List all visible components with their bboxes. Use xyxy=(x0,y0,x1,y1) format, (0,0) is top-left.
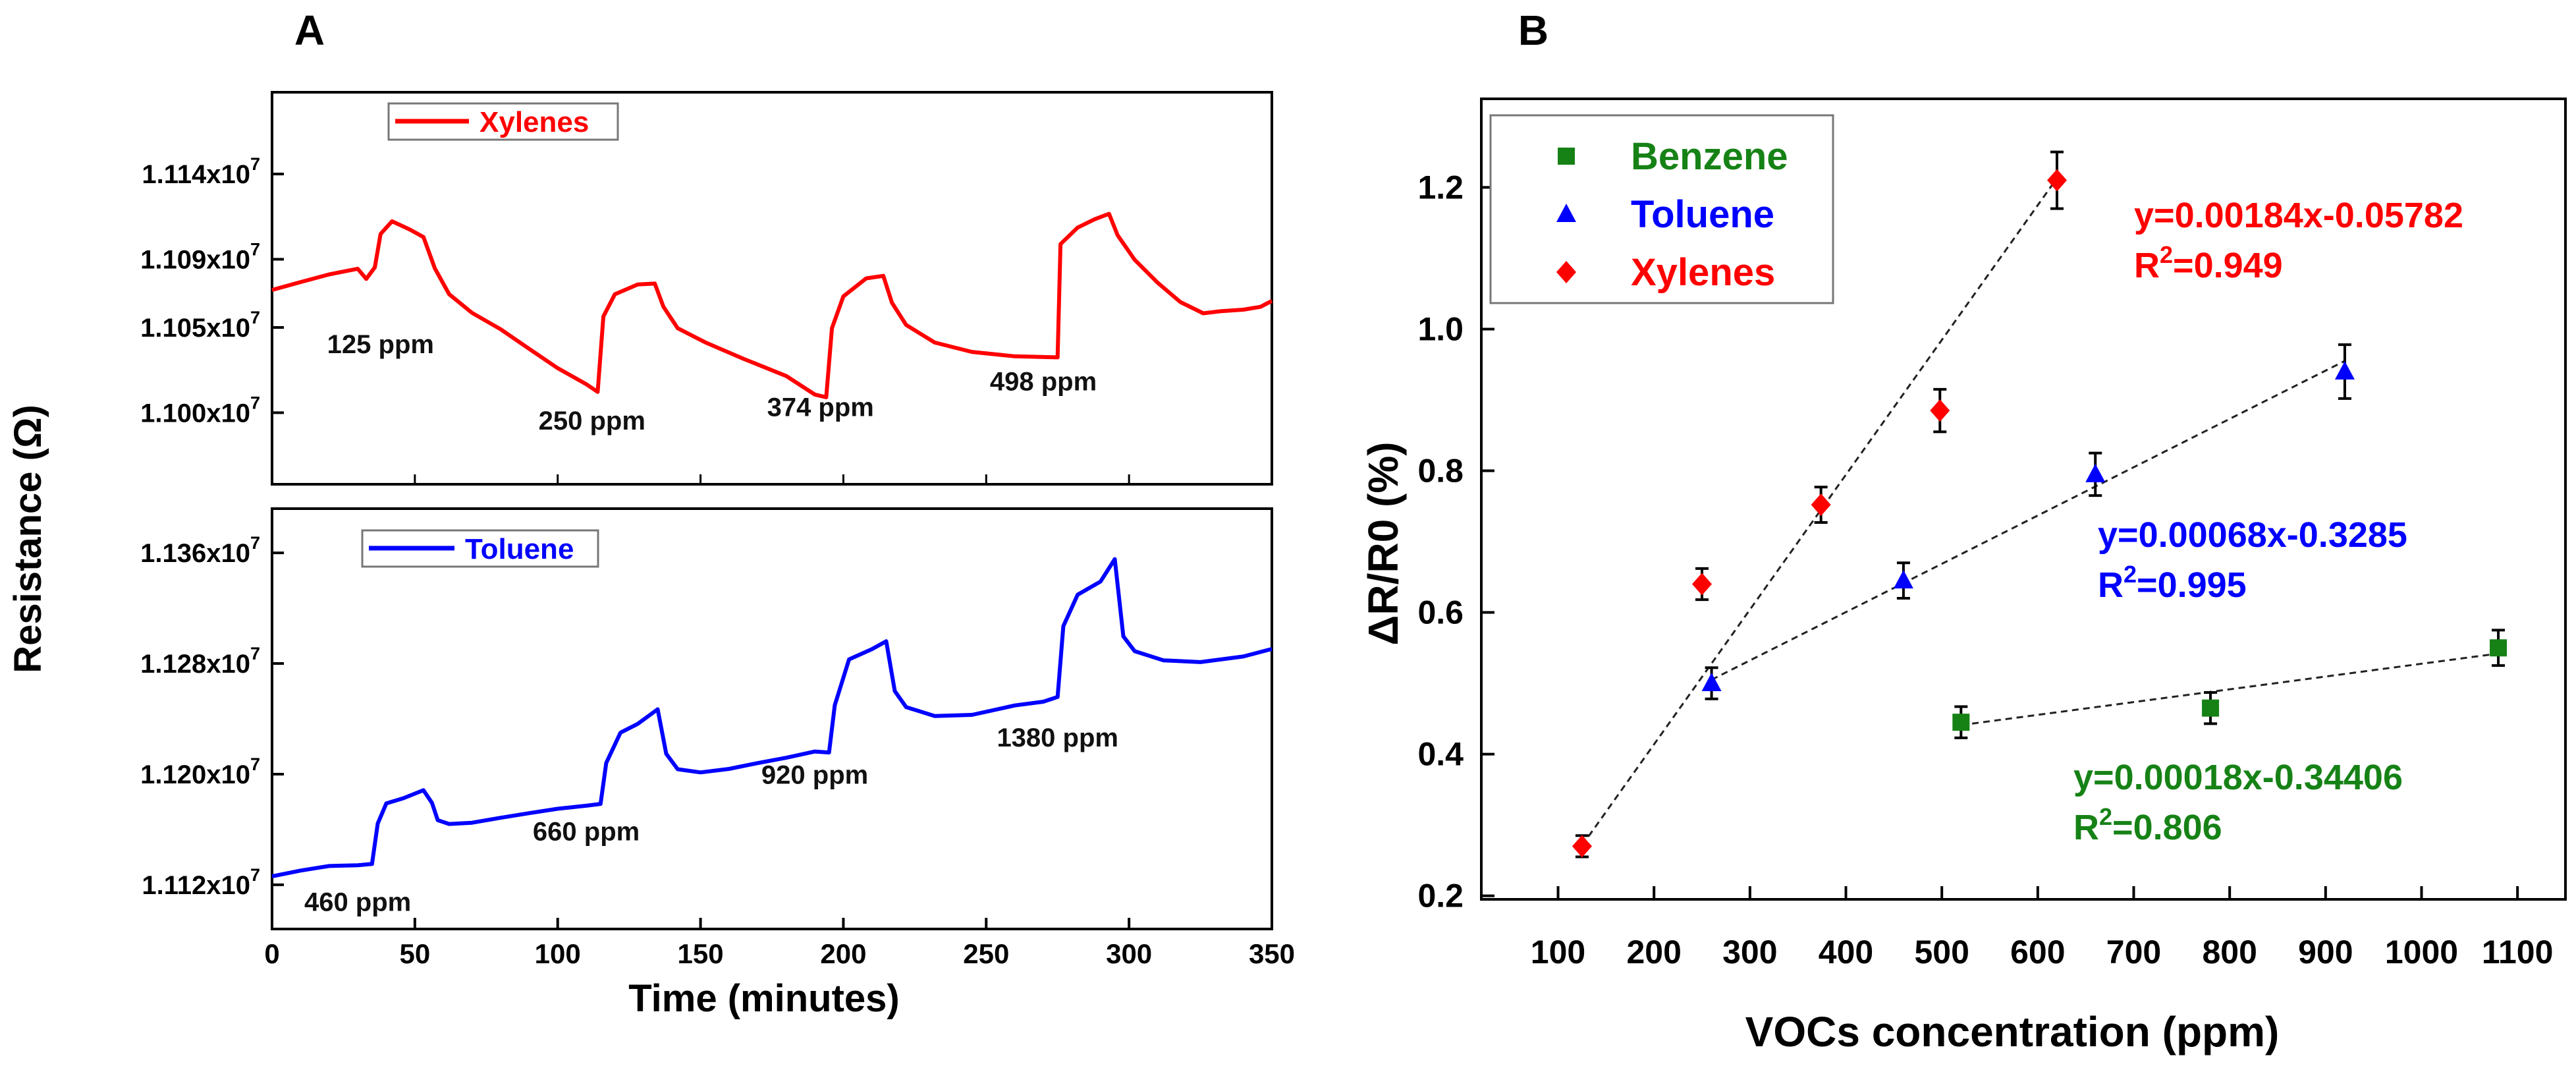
xylenes-response-line xyxy=(271,211,1273,399)
benzene-data-point xyxy=(1952,714,1970,731)
panel-b-legend-items: Benzene Toluene Xylenes xyxy=(1556,135,1788,294)
top-subplot-legend: Xylenes xyxy=(387,102,619,141)
x-tick-label: 200 xyxy=(820,938,866,969)
x-tick-label: 50 xyxy=(399,938,430,969)
y-tick-label: 0.4 xyxy=(1417,736,1464,773)
x-tick-label: 300 xyxy=(1722,934,1777,971)
y-tick-label: 1.100x107 xyxy=(140,393,260,428)
xylenes-data-point xyxy=(2046,169,2067,192)
x-tick-label: 200 xyxy=(1626,934,1681,971)
panel-a-x-axis-label: Time (minutes) xyxy=(628,977,899,1020)
bottom-subplot-legend: Toluene xyxy=(361,529,599,568)
concentration-annotation: 498 ppm xyxy=(990,368,1097,397)
x-tick-label: 900 xyxy=(2298,934,2353,971)
xylenes-legend-marker xyxy=(1556,261,1576,283)
toluene-data-point xyxy=(2085,463,2106,482)
bottom-subplot-annotations: 460 ppm 660 ppm 920 ppm 1380 ppm xyxy=(304,723,1118,917)
concentration-annotation: 920 ppm xyxy=(761,761,868,790)
data-markers xyxy=(1572,150,2507,859)
xylenes-legend-label: Xylenes xyxy=(1631,251,1775,294)
y-tick-label: 0.8 xyxy=(1417,452,1464,489)
x-tick-label: 400 xyxy=(1819,934,1873,971)
benzene-fit-equation: y=0.00018x-0.34406 xyxy=(2073,758,2403,797)
x-tick-label: 300 xyxy=(1106,938,1152,969)
x-tick-label: 700 xyxy=(2106,934,2161,971)
concentration-annotation: 250 ppm xyxy=(539,407,645,436)
x-tick-label: 500 xyxy=(1914,934,1969,971)
panel-a: A Resistance (Ω) Time (minutes) 1.114x10… xyxy=(7,7,1295,1020)
xylenes-data-point xyxy=(1692,573,1713,596)
benzene-legend-marker xyxy=(1558,148,1575,165)
top-subplot-y-ticks: 1.114x107 1.109x107 1.105x107 1.100x107 xyxy=(140,154,284,428)
benzene-legend-label: Benzene xyxy=(1631,135,1788,178)
y-tick-label: 1.0 xyxy=(1417,310,1464,347)
concentration-annotation: 1380 ppm xyxy=(997,723,1118,752)
y-tick-label: 1.120x107 xyxy=(140,754,260,789)
toluene-response-line xyxy=(271,557,1273,879)
fit-equations: y=0.00018x-0.34406 R2=0.806 y=0.00068x-0.3… xyxy=(2073,196,2463,847)
x-tick-label: 100 xyxy=(535,938,581,969)
toluene-r-squared: R2=0.995 xyxy=(2098,561,2247,605)
toluene-data-point xyxy=(2334,360,2355,380)
top-subplot-annotations: 125 ppm 250 ppm 374 ppm 498 ppm xyxy=(327,330,1097,436)
panel-b-legend-box xyxy=(1489,114,1834,304)
x-tick-label: 0 xyxy=(264,938,279,969)
y-tick-label: 0.2 xyxy=(1417,878,1464,915)
top-subplot-frame xyxy=(271,91,1273,486)
x-tick-label: 1000 xyxy=(2385,934,2458,971)
toluene-data-point xyxy=(1701,673,1722,692)
panel-b-x-ticks: 100 200 300 400 500 600 700 800 900 1000 1100 xyxy=(1531,886,2553,971)
x-tick-label: 800 xyxy=(2202,934,2257,971)
y-tick-label: 1.136x107 xyxy=(140,533,260,568)
x-tick-label: 250 xyxy=(963,938,1009,969)
concentration-annotation: 125 ppm xyxy=(327,330,434,359)
panel-b-y-axis-label: ΔR/R0 (%) xyxy=(1359,441,1407,645)
concentration-annotation: 374 ppm xyxy=(767,393,874,422)
xylenes-r-squared: R2=0.949 xyxy=(2134,241,2283,285)
y-tick-label: 1.2 xyxy=(1417,169,1464,206)
xylenes-data-point xyxy=(1811,493,1831,517)
y-tick-label: 1.109x107 xyxy=(140,240,260,275)
panel-b: B ΔR/R0 (%) VOCs concentration (ppm) 0.2… xyxy=(1359,7,2567,1056)
panel-b-label: B xyxy=(1518,7,1548,54)
toluene-fit-equation: y=0.00068x-0.3285 xyxy=(2098,515,2407,555)
panel-b-legend: Benzene Toluene Xylenes xyxy=(1489,114,1834,304)
y-tick-label: 1.114x107 xyxy=(142,154,260,189)
panel-a-x-ticks: 0 50 100 150 200 250 300 350 xyxy=(264,474,1295,969)
bottom-subplot-y-ticks: 1.136x107 1.128x107 1.120x107 1.112x107 xyxy=(140,533,284,900)
panel-a-y-axis-label: Resistance (Ω) xyxy=(7,405,49,673)
concentration-annotation: 660 ppm xyxy=(533,818,640,847)
y-tick-label: 0.6 xyxy=(1417,594,1464,631)
panel-b-x-axis-label: VOCs concentration (ppm) xyxy=(1745,1008,2280,1056)
toluene-legend-label: Toluene xyxy=(1631,193,1774,236)
toluene-legend-label: Toluene xyxy=(465,533,574,565)
x-tick-label: 1100 xyxy=(2482,934,2553,971)
panel-b-y-ticks: 0.2 0.4 0.6 0.8 1.0 1.2 xyxy=(1417,169,1494,915)
x-tick-label: 600 xyxy=(2010,934,2065,971)
x-tick-label: 350 xyxy=(1249,938,1295,969)
toluene-data-point xyxy=(1893,570,1913,589)
concentration-annotation: 460 ppm xyxy=(304,888,411,917)
xylenes-legend-label: Xylenes xyxy=(480,106,589,138)
x-tick-label: 100 xyxy=(1531,934,1585,971)
panel-b-frame xyxy=(1480,98,2567,901)
y-tick-label: 1.112x107 xyxy=(142,865,260,900)
panel-a-label: A xyxy=(294,7,325,54)
benzene-r-squared: R2=0.806 xyxy=(2073,803,2222,847)
benzene-data-point xyxy=(2490,639,2507,657)
benzene-fit-line xyxy=(1961,652,2499,726)
bottom-subplot-frame xyxy=(271,507,1273,930)
x-tick-label: 150 xyxy=(678,938,724,969)
xylenes-data-point xyxy=(1930,399,1950,422)
y-tick-label: 1.105x107 xyxy=(140,308,260,343)
benzene-data-point xyxy=(2202,699,2220,717)
xylenes-data-point xyxy=(1572,835,1592,858)
toluene-legend-marker xyxy=(1556,204,1576,222)
y-tick-label: 1.128x107 xyxy=(140,644,260,679)
toluene-fit-line xyxy=(1711,360,2345,681)
xylenes-fit-equation: y=0.00184x-0.05782 xyxy=(2134,196,2463,235)
